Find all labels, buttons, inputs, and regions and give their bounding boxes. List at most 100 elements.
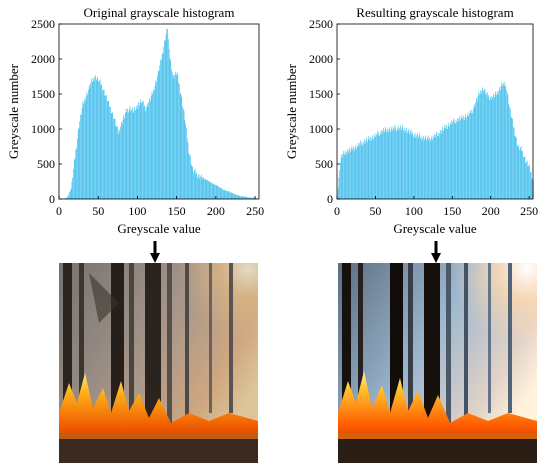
resulting-bar [337,188,339,199]
resulting-chart-title: Resulting grayscale histogram [356,5,513,20]
original-bar [70,190,71,199]
resulting-bar [516,137,517,199]
resulting-bar [443,127,445,199]
original-bar [131,109,132,199]
original-bar [225,190,226,199]
original-bar [155,80,157,199]
resulting-bar [486,92,488,199]
original-bar [226,190,228,199]
resulting-x-tick-label: 100 [405,204,423,218]
resulting-bar [413,137,414,199]
resulting-bar [493,97,495,199]
original-bar [135,109,136,199]
original-bar [199,178,201,199]
original-bar [112,112,114,199]
resulting-bar [520,146,522,199]
original-bar [190,155,191,199]
resulting-bar [515,136,516,199]
resulting-bar [465,114,467,199]
original-bar [186,127,187,199]
resulting-bar [390,129,392,199]
original-bar [66,198,67,199]
resulting-bar [513,127,515,199]
resulting-bar [462,118,463,199]
resulting-bar [470,109,471,199]
resulting-bar [484,88,486,199]
resulting-bar [420,135,422,199]
original-bar [175,71,176,199]
original-bar [222,190,224,199]
original-bar [205,180,207,199]
original-x-tick-label: 150 [168,204,186,218]
original-bar [104,95,106,199]
original-bar [224,189,226,199]
original-bar [113,118,114,199]
resulting-bar [419,133,420,199]
resulting-bar [403,127,405,199]
original-bar [216,185,218,199]
resulting-bar [519,149,520,199]
resulting-bar [387,128,388,199]
original-bar [123,115,124,199]
resulting-bar [494,94,496,199]
original-bar [124,112,126,199]
resulting-bar [490,95,492,199]
resulting-bar [393,125,395,199]
resulting-bar [481,90,483,199]
original-bar [149,98,150,199]
resulting-bar [380,129,382,199]
resulting-bar [352,149,354,199]
resulting-bar [514,135,516,199]
resulting-bar [528,165,530,199]
resulting-bar [447,125,449,199]
original-bar [200,176,201,199]
resulting-bar [400,130,402,199]
resulting-bar [474,106,476,199]
original-bar [77,129,79,199]
original-bar [215,184,217,199]
resulting-bar [411,134,413,199]
resulting-bar [450,123,451,199]
original-bar [154,85,156,199]
original-bar [183,111,185,199]
original-bar [252,197,254,199]
original-bar [110,113,112,199]
resulting-bar [425,135,427,199]
resulting-bar [506,90,507,199]
resulting-bar [392,130,394,199]
original-bar [150,100,151,199]
resulting-x-tick-label: 200 [482,204,500,218]
original-bar [168,39,169,200]
original-bar [191,165,193,199]
original-bar [166,28,168,200]
original-bar [73,168,74,199]
resulting-bar [440,129,441,199]
resulting-bar [459,116,460,199]
original-y-tick-label: 1000 [31,122,55,136]
original-bar [168,48,170,199]
resulting-bar [415,137,417,199]
resulting-bar [347,149,348,199]
resulting-bar [361,141,363,199]
original-x-tick-label: 100 [128,204,146,218]
resulting-bar [410,129,412,199]
resulting-bar [427,135,429,199]
original-bar [198,173,200,199]
original-bar [228,191,230,199]
original-chart-title: Original grayscale histogram [84,5,235,20]
resulting-bar [421,140,423,199]
resulting-bar [467,112,469,199]
resulting-bar [531,179,533,199]
resulting-bar [509,108,511,199]
resulting-x-tick-label: 0 [334,204,340,218]
resulting-bar [487,97,489,199]
resulting-bar [496,94,497,199]
original-bars [60,28,260,200]
resulting-bar [347,153,349,199]
original-bar [204,178,206,199]
resulting-bar [357,145,358,199]
resulting-bar [398,130,400,199]
resulting-bar [435,134,437,199]
original-bar [69,191,70,199]
resulting-bar [416,135,417,199]
